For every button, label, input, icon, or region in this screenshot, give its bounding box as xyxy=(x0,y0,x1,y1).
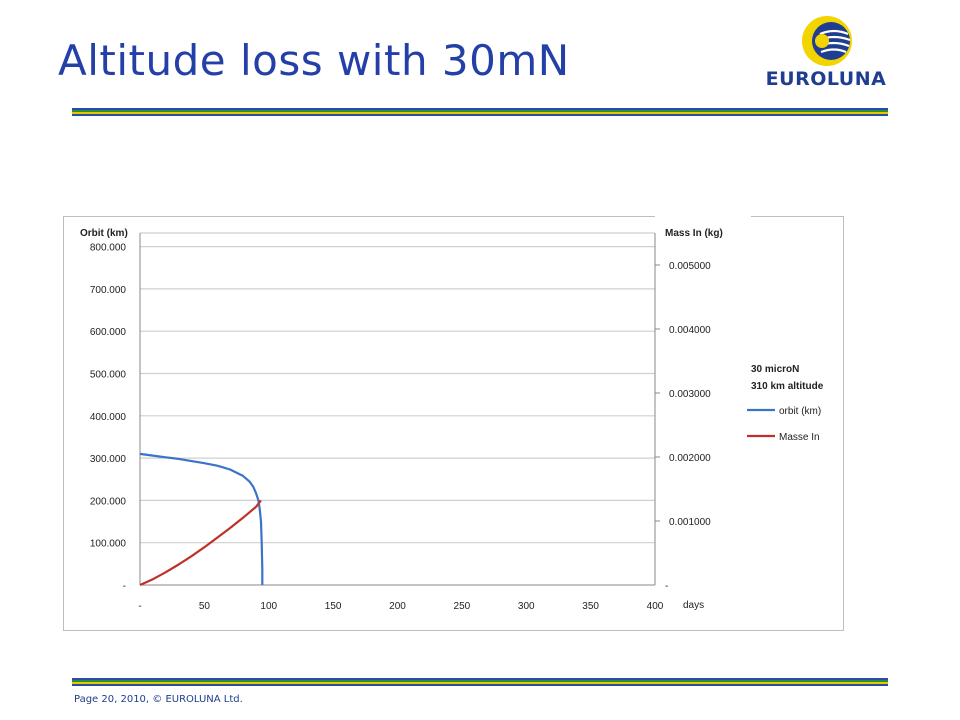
annotation-thrust: 30 microN xyxy=(751,364,799,375)
header-divider xyxy=(72,108,888,116)
y-tick-label-left: 500.000 xyxy=(90,370,127,381)
altitude-chart: - 100.000 200.000 300.000 400.000 500.000 600.… xyxy=(63,216,844,631)
y-tick-label-left: - xyxy=(123,581,126,592)
y-tick-label-right: 0.005000 xyxy=(669,261,711,272)
logo-wordmark: EUROLUNA xyxy=(765,68,887,90)
y-tick-label-right: 0.003000 xyxy=(669,389,711,400)
y-tick-label-right: 0.004000 xyxy=(669,325,711,336)
y-axis-right-label: Mass In (kg) xyxy=(665,228,723,239)
x-tick-label: 300 xyxy=(518,601,535,612)
y-tick-label-right: - xyxy=(665,581,668,592)
x-tick-label: 100 xyxy=(260,601,277,612)
slide-title: Altitude loss with 30mN xyxy=(58,36,570,85)
y-tick-label-left: 300.000 xyxy=(90,454,127,465)
chart-container: - 100.000 200.000 300.000 400.000 500.000 600.… xyxy=(63,216,844,631)
y-tick-label-left: 400.000 xyxy=(90,412,127,423)
orbit-series-line xyxy=(139,452,264,585)
x-tick-label: 200 xyxy=(389,601,406,612)
euroluna-logo: EUROLUNA xyxy=(764,12,888,92)
y-tick-label-left: 100.000 xyxy=(90,539,127,550)
x-tick-label: 400 xyxy=(647,601,664,612)
y-tick-label-left: 800.000 xyxy=(90,243,127,254)
x-tick-label: 50 xyxy=(199,601,211,612)
y-tick-label-left: 700.000 xyxy=(90,285,127,296)
x-tick-label: 250 xyxy=(454,601,471,612)
legend-orbit-label: orbit (km) xyxy=(779,406,821,417)
footer-divider xyxy=(72,678,888,686)
legend-mass-label: Masse In xyxy=(779,432,820,443)
y-tick-label-right: 0.001000 xyxy=(669,517,711,528)
y-tick-label-right: 0.002000 xyxy=(669,453,711,464)
x-tick-label: 150 xyxy=(325,601,342,612)
footer-text: Page 20, 2010, © EUROLUNA Ltd. xyxy=(74,694,243,705)
annotation-altitude: 310 km altitude xyxy=(751,381,824,392)
y-axis-left-label: Orbit (km) xyxy=(80,228,128,239)
y-tick-label-left: 200.000 xyxy=(90,496,127,507)
mass-series-line xyxy=(139,499,262,587)
x-axis-label: days xyxy=(683,600,704,611)
x-tick-label: - xyxy=(138,601,141,612)
y-tick-label-left: 600.000 xyxy=(90,327,127,338)
x-tick-label: 350 xyxy=(582,601,599,612)
euroluna-emblem-icon xyxy=(802,16,852,66)
